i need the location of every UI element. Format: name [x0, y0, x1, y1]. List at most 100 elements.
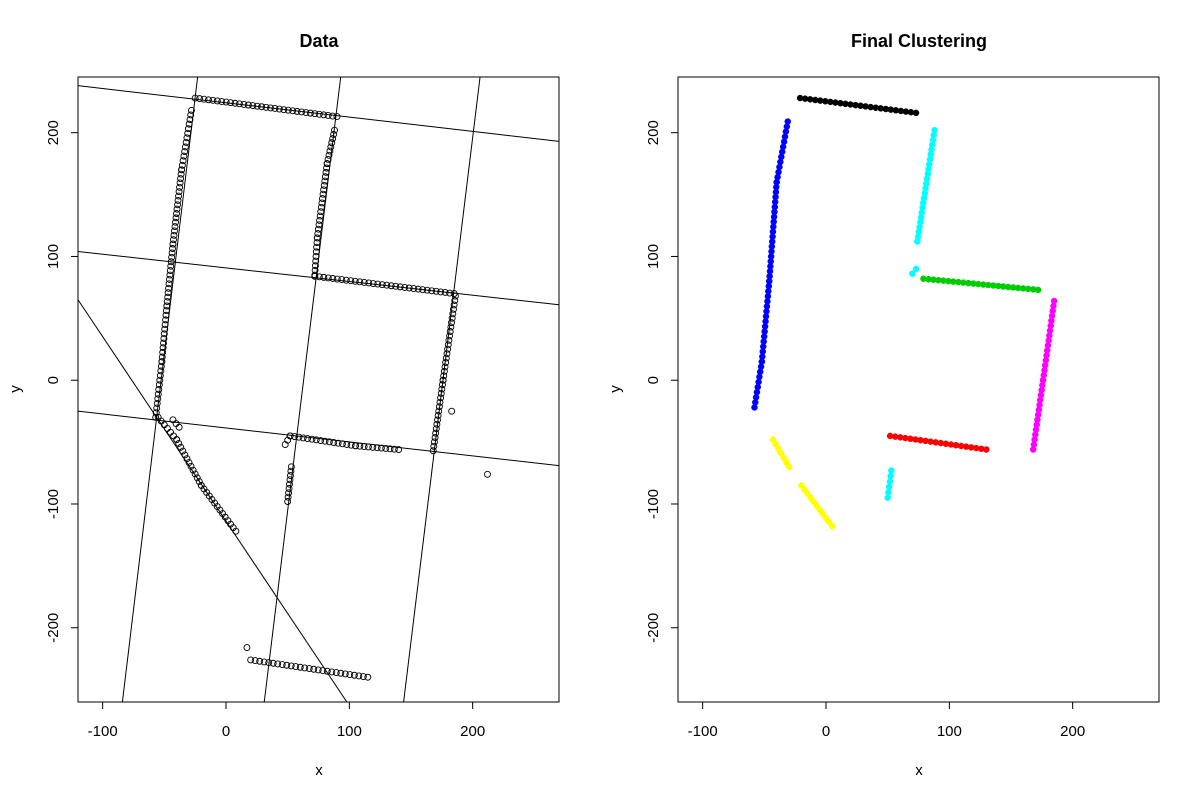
- data-point: [185, 459, 193, 466]
- data-point: [253, 102, 261, 110]
- data-point: [286, 472, 294, 479]
- data-point: [430, 438, 438, 446]
- data-point: [337, 669, 345, 677]
- data-point: [329, 135, 337, 143]
- data-point: [440, 367, 448, 375]
- data-point: [310, 665, 318, 673]
- data-point: [167, 428, 174, 436]
- plot-marks: [78, 77, 559, 702]
- data-point: [175, 192, 183, 200]
- data-point: [325, 438, 333, 446]
- data-point: [183, 134, 191, 142]
- data-point: [313, 239, 321, 246]
- data-point: [451, 292, 459, 300]
- y-tick-label: -200: [645, 613, 662, 643]
- data-point: [434, 412, 442, 419]
- data-point: [437, 288, 445, 296]
- data-point: [184, 125, 192, 133]
- data-point: [152, 409, 160, 417]
- data-point: [165, 284, 173, 292]
- data-point: [169, 240, 177, 248]
- data-point: [156, 376, 164, 384]
- data-point: [428, 287, 436, 295]
- data-point: [305, 665, 313, 673]
- data-point: [289, 107, 297, 115]
- data-point: [448, 319, 455, 327]
- data-point: [209, 96, 217, 104]
- data-point: [329, 275, 337, 282]
- data-point: [359, 673, 367, 681]
- data-point: [165, 280, 173, 288]
- data-point: [322, 168, 330, 176]
- data-point: [333, 113, 341, 121]
- data-point: [222, 98, 230, 106]
- data-point: [332, 669, 340, 677]
- data-point: [284, 106, 292, 114]
- data-point: [324, 274, 332, 282]
- data-point: [423, 286, 431, 294]
- data-point: [159, 344, 167, 352]
- data-point: [445, 336, 453, 344]
- data-point: [251, 657, 259, 665]
- data-point: [443, 350, 451, 358]
- data-point: [338, 440, 346, 448]
- data-point: [160, 334, 168, 342]
- data-point: [193, 474, 201, 482]
- cluster-point: [909, 270, 916, 278]
- cluster-point: [886, 478, 894, 485]
- cluster-point: [914, 238, 921, 245]
- data-point: [298, 108, 305, 116]
- data-point: [451, 297, 459, 304]
- data-point: [432, 425, 440, 433]
- data-point: [174, 201, 181, 209]
- data-point: [434, 416, 441, 424]
- cluster-point: [784, 118, 792, 125]
- data-point: [165, 275, 173, 283]
- y-tick-label: 200: [45, 120, 62, 145]
- data-point: [312, 253, 320, 260]
- data-point: [170, 236, 177, 244]
- data-point: [182, 138, 190, 146]
- data-point: [296, 663, 304, 671]
- y-tick-label: -100: [645, 489, 662, 519]
- data-point: [350, 671, 358, 679]
- data-point: [213, 97, 221, 105]
- data-point: [280, 106, 288, 114]
- data-point: [169, 245, 176, 252]
- data-point: [319, 190, 327, 198]
- data-point: [275, 105, 283, 113]
- data-point: [364, 673, 372, 681]
- data-point: [177, 170, 185, 178]
- data-point: [316, 212, 324, 220]
- y-tick-label: 0: [645, 376, 662, 384]
- data-point: [181, 451, 189, 459]
- fitted-line: [121, 77, 199, 702]
- x-axis-label: x: [315, 762, 323, 779]
- data-point: [313, 243, 321, 251]
- data-point: [172, 218, 179, 226]
- data-point: [164, 293, 172, 301]
- data-point: [328, 668, 336, 676]
- data-point: [269, 659, 277, 667]
- cluster-point: [884, 494, 891, 502]
- data-point: [315, 221, 323, 229]
- data-point: [302, 109, 310, 116]
- data-point: [355, 672, 363, 680]
- data-point: [330, 130, 338, 138]
- data-point: [439, 376, 447, 384]
- data-point: [308, 435, 316, 443]
- data-point: [323, 164, 331, 172]
- data-point: [271, 105, 279, 112]
- data-point: [312, 248, 320, 256]
- data-point: [314, 225, 322, 233]
- data-point: [324, 156, 332, 163]
- data-point: [365, 443, 372, 451]
- data-point: [331, 126, 338, 134]
- data-point: [178, 166, 186, 174]
- data-point: [360, 278, 368, 286]
- data-point: [160, 421, 168, 429]
- data-point: [291, 433, 298, 441]
- data-point: [306, 109, 314, 117]
- chart-clustering-panel: Final Clustering x y -100 0 100 200-200-100…: [607, 31, 1160, 779]
- data-point: [168, 249, 176, 257]
